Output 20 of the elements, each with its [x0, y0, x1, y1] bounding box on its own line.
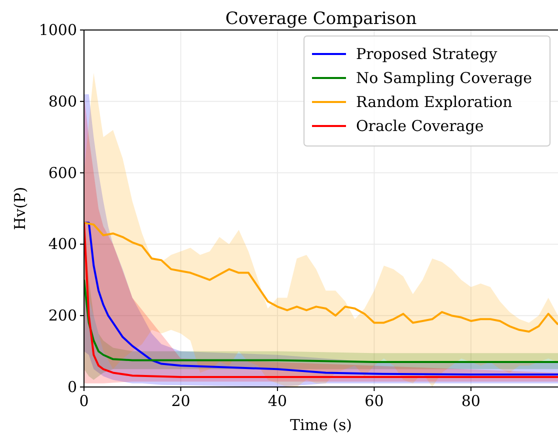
y-tick-label: 1000: [38, 21, 77, 39]
x-tick-label: 80: [461, 392, 480, 410]
legend-label: Proposed Strategy: [356, 45, 498, 63]
chart-title: Coverage Comparison: [225, 9, 417, 29]
legend-label: Random Exploration: [356, 93, 513, 111]
x-tick-label: 0: [79, 392, 89, 410]
y-tick-label: 600: [48, 164, 77, 182]
legend-label: Oracle Coverage: [356, 117, 484, 135]
legend-label: No Sampling Coverage: [356, 69, 532, 87]
x-axis-title: Time (s): [290, 416, 352, 434]
line-series: [84, 222, 558, 333]
y-tick-label: 400: [48, 235, 77, 254]
y-axis-title: Hv(P): [11, 186, 29, 230]
y-tick-label: 800: [48, 92, 77, 110]
x-tick-label: 40: [268, 392, 288, 410]
line-series: [84, 278, 558, 364]
x-tick-label: 60: [364, 392, 384, 410]
y-tick-label: 0: [67, 378, 77, 396]
y-tick-label: 200: [48, 306, 77, 325]
x-tick-label: 20: [171, 392, 190, 410]
